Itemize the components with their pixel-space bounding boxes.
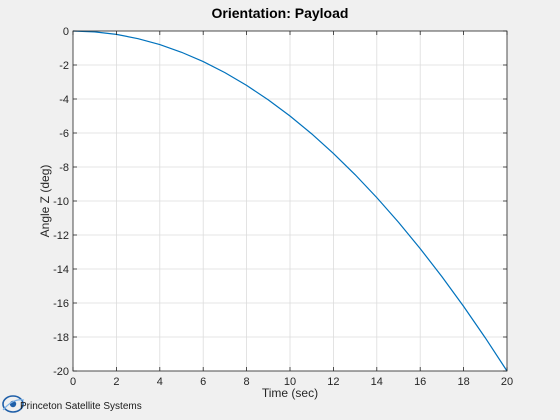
x-tick-label: 6 (200, 376, 206, 388)
x-tick-label: 14 (371, 376, 383, 388)
x-tick-label: 16 (414, 376, 426, 388)
x-tick-label: 18 (457, 376, 469, 388)
tick-marks (72, 30, 508, 372)
y-tick-labels: 0 -2 -4 -6 -8 -10 -12 -14 -16 -18 -20 (53, 26, 69, 378)
y-tick-label: -18 (53, 332, 69, 344)
y-tick-label: -2 (59, 60, 69, 72)
logo-text: Princeton Satellite Systems (20, 401, 142, 412)
y-tick-label: -4 (59, 94, 69, 106)
y-tick-label: -16 (53, 298, 69, 310)
x-tick-label: 20 (501, 376, 513, 388)
logo: Princeton Satellite Systems (2, 395, 142, 413)
y-tick-label: -14 (53, 264, 69, 276)
y-tick-label: -10 (53, 196, 69, 208)
y-tick-label: -8 (59, 162, 69, 174)
x-tick-label: 12 (327, 376, 339, 388)
series-line-0 (72, 30, 508, 372)
x-tick-label: 0 (70, 376, 76, 388)
y-tick-label: 0 (63, 26, 69, 38)
y-axis-label: Angle Z (deg) (38, 165, 52, 238)
series-layer (72, 30, 508, 372)
satellite-orbit-icon (2, 395, 25, 413)
x-axis-label: Time (sec) (262, 386, 318, 400)
x-tick-label: 2 (113, 376, 119, 388)
y-tick-label: -20 (53, 366, 69, 378)
x-tick-label: 4 (157, 376, 163, 388)
x-tick-label: 10 (284, 376, 296, 388)
x-tick-label: 8 (244, 376, 250, 388)
chart-title: Orientation: Payload (212, 5, 349, 21)
y-tick-label: -12 (53, 230, 69, 242)
x-tick-labels: 0 2 4 6 8 10 12 14 16 18 20 (70, 376, 513, 388)
y-tick-label: -6 (59, 128, 69, 140)
